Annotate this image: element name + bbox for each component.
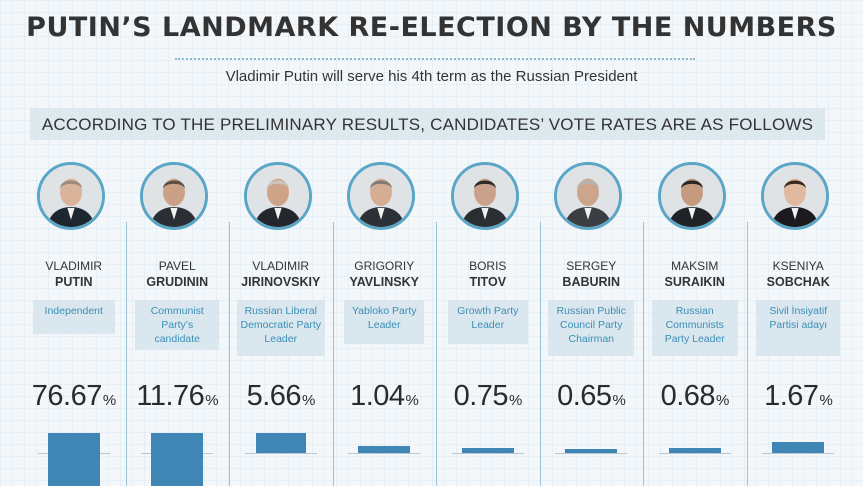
column-divider xyxy=(539,222,541,486)
candidate-photo xyxy=(243,162,312,230)
candidate-party: Russian Communists Party Leader xyxy=(651,300,738,356)
candidate-party: Russian Liberal Democratic Party Leader xyxy=(236,300,325,356)
candidate-photo xyxy=(450,162,519,230)
subtitle: Vladimir Putin will serve his 4th term a… xyxy=(225,68,638,85)
candidate-party: Russian Public Council Party Chairman xyxy=(548,300,635,356)
vote-percent-value: 1.67 xyxy=(764,380,819,412)
section-heading: ACCORDING TO THE PRELIMINARY RESULTS, CA… xyxy=(41,115,814,134)
candidate-party: Sivil İnsiyatif Partisi adayı xyxy=(756,300,841,356)
percent-sign: % xyxy=(205,392,219,409)
column-divider xyxy=(746,222,748,486)
vote-bar xyxy=(151,433,204,486)
bar-baseline xyxy=(658,453,731,454)
candidate-party: Growth Party Leader xyxy=(447,300,528,344)
candidate-last-name: GRUDININ xyxy=(146,275,209,289)
column-divider xyxy=(229,222,230,486)
candidate-photo xyxy=(761,162,830,230)
vote-percent-label: 11.76% xyxy=(124,380,230,413)
vote-bar xyxy=(668,448,721,453)
vote-percent-label: 76.67% xyxy=(21,380,127,413)
vote-bar xyxy=(47,433,100,486)
candidate-photo xyxy=(554,162,623,230)
candidate-photo xyxy=(140,162,209,230)
candidate-party: Communist Party’s candidate xyxy=(135,300,220,350)
column-divider xyxy=(643,222,644,486)
vote-percent-label: 0.68% xyxy=(642,380,748,413)
vote-bar xyxy=(772,441,825,453)
vote-percent-value: 76.67 xyxy=(31,380,103,412)
title-divider xyxy=(175,58,695,60)
vote-percent-value: 11.76 xyxy=(136,380,205,412)
bar-baseline xyxy=(451,453,524,454)
bar-baseline xyxy=(555,453,628,454)
candidate-first-name: VLADIMIR xyxy=(45,259,103,273)
percent-sign: % xyxy=(509,392,522,409)
vote-bar xyxy=(358,446,411,453)
section-heading-band: ACCORDING TO THE PRELIMINARY RESULTS, CA… xyxy=(30,108,825,140)
percent-sign: % xyxy=(716,392,729,409)
bar-baseline xyxy=(348,453,421,454)
vote-percent-label: 0.65% xyxy=(538,380,644,413)
candidate-party: Yabloko Party Leader xyxy=(344,300,425,344)
bar-baseline xyxy=(762,453,835,454)
vote-percent-label: 0.75% xyxy=(435,380,541,413)
vote-percent-label: 1.67% xyxy=(745,380,851,413)
percent-sign: % xyxy=(405,392,419,409)
vote-percent-value: 5.66 xyxy=(246,380,302,412)
vote-percent-value: 1.04 xyxy=(350,380,405,412)
candidate-last-name: JIRINOVSKIY xyxy=(241,275,321,289)
candidate-first-name: KSENIYA xyxy=(772,259,824,273)
page-title: PUTIN’S LANDMARK RE-ELECTION BY THE NUMB… xyxy=(26,12,837,43)
candidate-first-name: SERGEY xyxy=(566,259,617,273)
column-divider xyxy=(125,222,127,486)
percent-sign: % xyxy=(102,392,116,409)
candidate-photo xyxy=(36,162,105,230)
candidate-last-name: SOBCHAK xyxy=(766,275,830,289)
column-divider xyxy=(436,222,437,486)
candidate-first-name: MAKSIM xyxy=(671,259,719,273)
percent-sign: % xyxy=(302,392,315,409)
candidate-last-name: TITOV xyxy=(469,275,507,289)
candidate-first-name: VLADIMIR xyxy=(252,259,310,273)
vote-bar xyxy=(565,448,618,453)
candidate-first-name: GRIGORIY xyxy=(354,259,415,273)
percent-sign: % xyxy=(612,392,626,409)
candidate-party: Independent xyxy=(32,300,115,334)
column-divider xyxy=(332,222,334,486)
percent-sign: % xyxy=(819,392,833,409)
candidate-photo xyxy=(347,162,416,230)
candidate-last-name: PUTIN xyxy=(55,275,93,289)
candidate-photo xyxy=(657,162,726,230)
candidate-last-name: YAVLINSKY xyxy=(349,275,419,289)
vote-percent-value: 0.68 xyxy=(660,380,716,412)
bar-baseline xyxy=(244,453,317,454)
vote-bar xyxy=(255,433,306,453)
candidate-last-name: SURAIKIN xyxy=(664,275,725,289)
candidate-first-name: PAVEL xyxy=(158,259,196,273)
candidate-first-name: BORIS xyxy=(469,259,507,273)
vote-percent-value: 0.65 xyxy=(557,380,612,412)
vote-bar xyxy=(461,448,514,453)
candidate-last-name: BABURIN xyxy=(562,275,621,289)
vote-percent-label: 1.04% xyxy=(331,380,437,413)
vote-percent-label: 5.66% xyxy=(228,380,334,413)
vote-percent-value: 0.75 xyxy=(453,380,509,412)
